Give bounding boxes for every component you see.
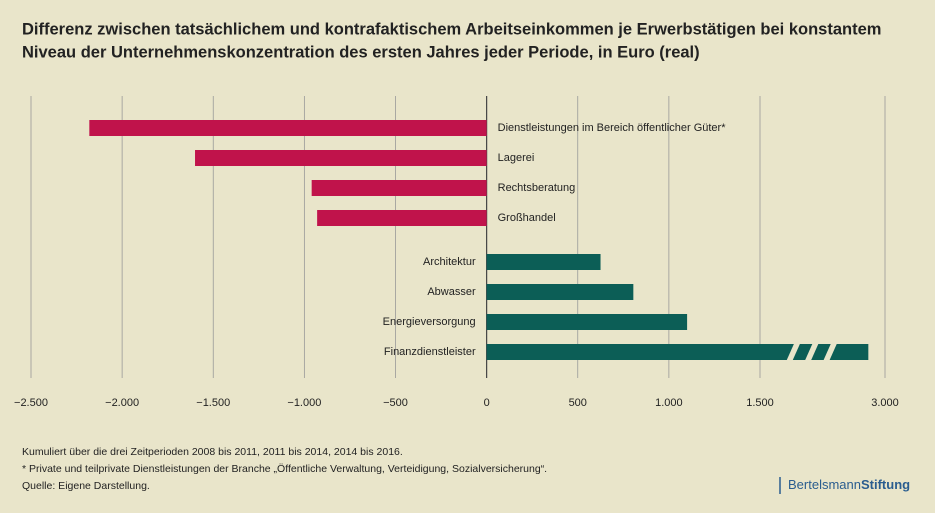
x-tick-label: 0: [484, 397, 490, 409]
category-label: Architektur: [423, 256, 476, 268]
x-tick-label: −1.000: [287, 397, 321, 409]
bar: [89, 120, 487, 136]
chart-subtitle: Niveau der Unternehmenskonzentration des…: [22, 43, 700, 61]
bar: [486, 254, 601, 270]
category-label: Dienstleistungen im Bereich öffentlicher…: [498, 122, 727, 134]
category-label: Finanzdienstleister: [384, 346, 476, 358]
note: * Private und teilprivate Dienstleistung…: [22, 463, 547, 475]
category-label: Rechtsberatung: [498, 182, 576, 194]
logo-part: Bertelsmann: [788, 477, 861, 492]
break-gap: [804, 343, 819, 361]
bar: [486, 284, 634, 300]
bar: [311, 180, 487, 196]
category-label: Abwasser: [427, 286, 476, 298]
x-tick-label: 1.000: [655, 397, 683, 409]
logo-part: Stiftung: [861, 477, 910, 492]
break-gap: [786, 343, 801, 361]
category-label: Energieversorgung: [383, 316, 476, 328]
category-label: Großhandel: [498, 212, 556, 224]
bar: [486, 344, 869, 360]
x-tick-label: 3.000: [871, 397, 899, 409]
x-tick-label: −500: [383, 397, 408, 409]
x-tick-label: 500: [569, 397, 587, 409]
note: Quelle: Eigene Darstellung.: [22, 480, 150, 492]
note: Kumuliert über die drei Zeitperioden 200…: [22, 446, 403, 458]
bar: [486, 314, 688, 330]
x-tick-label: −1.500: [196, 397, 230, 409]
bar: [317, 210, 487, 226]
x-tick-label: −2.000: [105, 397, 139, 409]
chart-title: Differenz zwischen tatsächlichem und kon…: [22, 20, 881, 38]
break-gap: [823, 343, 838, 361]
category-label: Lagerei: [498, 152, 535, 164]
x-tick-label: −2.500: [14, 397, 48, 409]
logo: BertelsmannStiftung: [788, 477, 910, 492]
bar: [195, 150, 487, 166]
x-tick-label: 1.500: [746, 397, 774, 409]
